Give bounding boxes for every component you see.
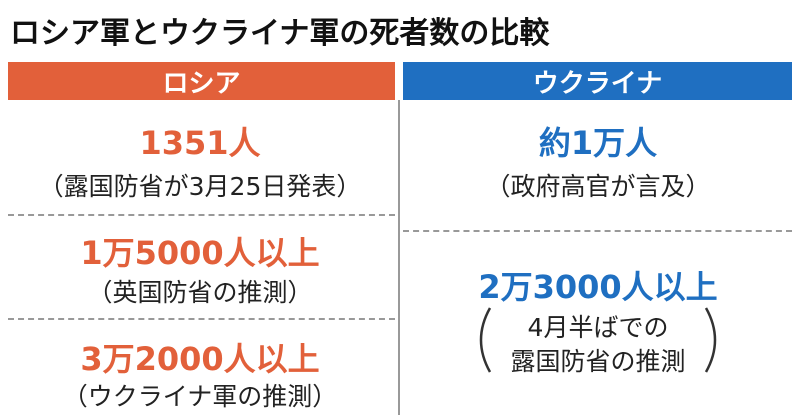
note-line: 露国防省の推測 xyxy=(510,347,686,376)
note: （露国防省が3月25日発表） xyxy=(38,172,362,201)
note: （ウクライナ軍の推測） xyxy=(62,382,338,411)
note: （英国防省の推測） xyxy=(87,278,313,307)
separator xyxy=(403,230,792,232)
figure: 3万2000人以上 xyxy=(80,340,320,378)
figure: 1351人 xyxy=(139,124,261,162)
note-line: 4月半ばでの xyxy=(527,313,669,342)
separator xyxy=(8,214,395,216)
figure: 2万3000人以上 xyxy=(478,268,718,306)
figure: 約1万人 xyxy=(538,124,658,162)
column-header: ウクライナ xyxy=(403,62,792,100)
figure: 1万5000人以上 xyxy=(80,234,320,272)
divider xyxy=(398,100,400,415)
column-header: ロシア xyxy=(8,62,395,100)
separator xyxy=(8,318,395,320)
bracket xyxy=(704,307,717,373)
bracket xyxy=(479,307,492,373)
title: ロシア軍とウクライナ軍の死者数の比較 xyxy=(10,16,550,51)
note: （政府高官が言及） xyxy=(485,172,711,201)
